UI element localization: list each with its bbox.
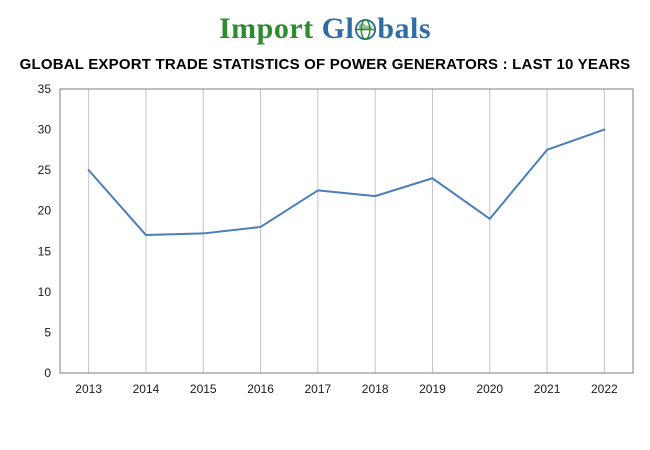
logo-text-gl: Gl (321, 12, 355, 45)
logo: Import Gl bals (0, 0, 650, 46)
x-axis-label: 2014 (133, 382, 160, 396)
x-axis-label: 2015 (190, 382, 217, 396)
y-axis-label: 10 (38, 285, 52, 299)
globe-icon (355, 18, 377, 41)
x-axis-label: 2019 (419, 382, 446, 396)
x-axis-label: 2021 (534, 382, 561, 396)
plot-border (59, 88, 634, 374)
y-axis-label: 20 (38, 204, 52, 218)
logo-text-bals: bals (377, 12, 432, 45)
x-axis-label: 2013 (75, 382, 102, 396)
chart-container: 0 5 10 15 20 25 30 35 2013 2014 2015 2016 2017 2018 20… (0, 81, 650, 416)
y-axis-label: 15 (38, 244, 52, 258)
y-axis-label: 35 (38, 82, 52, 96)
x-axis-label: 2017 (304, 382, 331, 396)
y-axis-label: 30 (38, 123, 52, 137)
chart-title: GLOBAL EXPORT TRADE STATISTICS OF POWER … (19, 56, 631, 73)
x-axis-label: 2018 (362, 382, 389, 396)
line-chart: 0 5 10 15 20 25 30 35 2013 2014 2015 2016 2017 2018 20… (38, 82, 634, 396)
x-axis-label: 2016 (247, 382, 274, 396)
y-axis-label: 5 (44, 325, 51, 339)
logo-text-import: Import (218, 12, 322, 45)
x-axis-label: 2022 (591, 382, 618, 396)
y-axis-label: 0 (44, 366, 51, 380)
x-axis-label: 2020 (476, 382, 503, 396)
data-series-line (87, 128, 606, 237)
y-axis-label: 25 (38, 163, 52, 177)
